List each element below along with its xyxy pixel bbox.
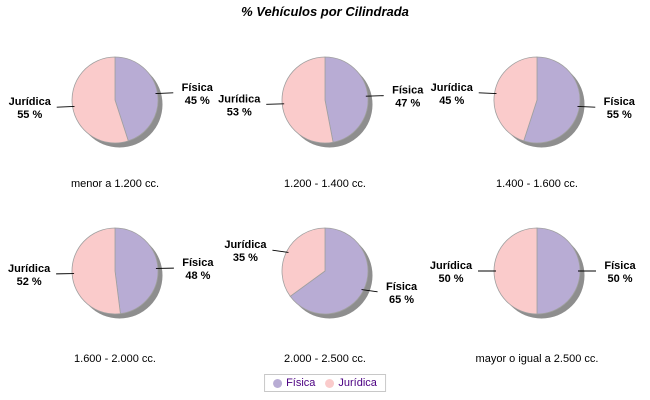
pie-value-fisica: 55 % (607, 109, 632, 121)
legend-item-fisica: Física (273, 377, 315, 389)
pie-value-juridica: 53 % (227, 106, 252, 118)
pie-label-fisica: Física (604, 96, 636, 108)
pie-value-fisica: 48 % (185, 270, 210, 282)
pie-label-juridica: Jurídica (218, 93, 261, 105)
pie-label-fisica: Física (182, 257, 214, 269)
label-connector-line (577, 105, 596, 108)
pie-label-fisica: Física (604, 260, 636, 272)
category-label: 1.400 - 1.600 cc. (496, 178, 578, 190)
pie-value-juridica: 45 % (439, 95, 464, 107)
pie-label-fisica: Física (392, 85, 424, 97)
label-connector-line (56, 105, 75, 108)
label-connector-line (155, 92, 174, 95)
label-connector-line (361, 289, 378, 293)
legend-label: Física (286, 377, 316, 389)
pie-label-juridica: Jurídica (430, 260, 473, 272)
pie-value-juridica: 50 % (438, 273, 463, 285)
category-label: mayor o igual a 2.500 cc. (475, 353, 599, 365)
category-label: 1.600 - 2.000 cc. (74, 353, 156, 365)
pie-value-juridica: 52 % (17, 276, 42, 288)
pie-value-juridica: 55 % (17, 109, 42, 121)
pie-value-fisica: 47 % (395, 98, 420, 110)
category-label: menor a 1.200 cc. (70, 178, 160, 190)
pie-value-fisica: 45 % (185, 95, 210, 107)
legend-label: Jurídica (338, 377, 377, 389)
pie-label-juridica: Jurídica (8, 263, 51, 275)
label-connector-line (478, 92, 497, 95)
pie-label-fisica: Física (182, 82, 214, 94)
pie-label-juridica: Jurídica (431, 82, 474, 94)
pie-value-fisica: 50 % (607, 273, 632, 285)
pie-label-juridica: Jurídica (224, 239, 267, 251)
pie-label-fisica: Física (386, 281, 418, 293)
legend-item-juridica: Jurídica (325, 377, 377, 389)
label-connector-line (272, 249, 289, 253)
pie-slice-fisica (289, 227, 369, 315)
pie-slice-juridica (71, 227, 121, 315)
category-label: 2.000 - 2.500 cc. (284, 353, 366, 365)
legend: Física Jurídica (264, 374, 386, 392)
fisica-bullet-icon (273, 378, 283, 388)
category-label: 1.200 - 1.400 cc. (284, 178, 366, 190)
pie-value-fisica: 65 % (389, 294, 414, 306)
chart-title: % Vehículos por Cilindrada (241, 4, 409, 19)
pie-slice-juridica (281, 227, 326, 297)
juridica-bullet-icon (325, 378, 335, 388)
pie-value-juridica: 35 % (233, 252, 258, 264)
pie-slice-juridica (493, 227, 538, 315)
pie-label-juridica: Jurídica (9, 96, 52, 108)
